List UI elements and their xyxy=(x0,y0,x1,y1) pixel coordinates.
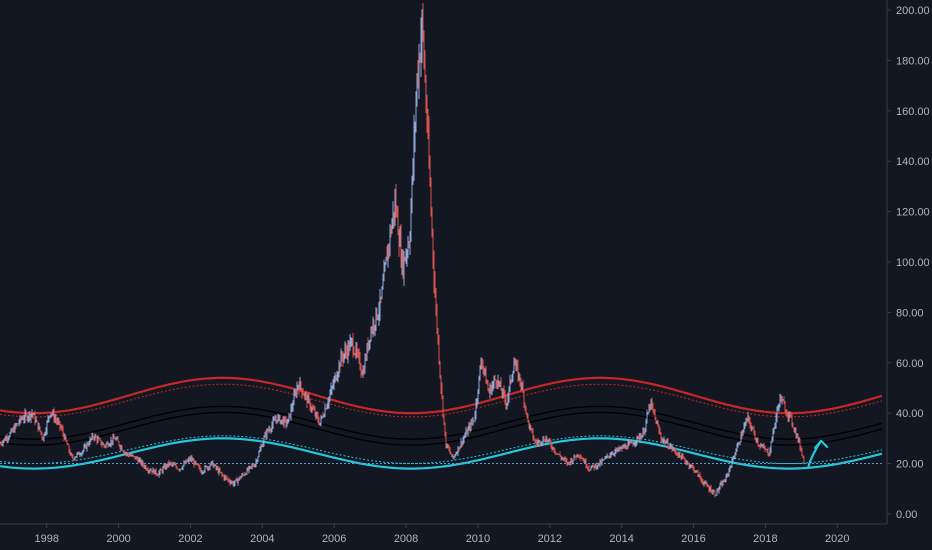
x-tick-label: 2000 xyxy=(106,533,130,545)
x-tick-label: 2014 xyxy=(609,533,633,545)
y-tick-label: 80.00 xyxy=(896,307,924,319)
middle-band-line-inner xyxy=(0,411,883,446)
price-series xyxy=(0,3,805,498)
x-tick-labels: 1998 2000 2002 2004 2006 2008 2010 2012 2014 2016… xyxy=(34,524,850,545)
upper-inner-band-line xyxy=(0,383,883,418)
upper-band-line xyxy=(0,376,883,415)
x-tick-label: 2006 xyxy=(322,533,346,545)
y-tick-label: 200.00 xyxy=(896,5,930,17)
x-tick-label: 2020 xyxy=(825,533,849,545)
y-tick-label: 60.00 xyxy=(896,358,924,370)
y-tick-label: 40.00 xyxy=(896,408,924,420)
annotations xyxy=(807,439,829,468)
x-tick-label: 2002 xyxy=(178,533,202,545)
x-tick-label: 2008 xyxy=(394,533,418,545)
y-tick-label: 120.00 xyxy=(896,207,930,219)
middle-band-line-outer xyxy=(0,405,883,440)
y-tick-label: 0.00 xyxy=(896,509,917,521)
x-tick-label: 2010 xyxy=(466,533,490,545)
x-tick-label: 1998 xyxy=(34,533,58,545)
x-tick-label: 2004 xyxy=(250,533,274,545)
arrow-head-icon xyxy=(814,439,829,449)
lower-band-line xyxy=(0,437,883,470)
y-tick-label: 180.00 xyxy=(896,55,930,67)
x-tick-label: 2016 xyxy=(681,533,705,545)
y-tick-label: 140.00 xyxy=(896,156,930,168)
y-tick-label: 20.00 xyxy=(896,459,924,471)
x-tick-label: 2018 xyxy=(753,533,777,545)
y-tick-labels: 200.00 180.00 160.00 140.00 120.00 100.00 80.0… xyxy=(887,5,930,521)
y-tick-label: 100.00 xyxy=(896,257,930,269)
x-tick-label: 2012 xyxy=(538,533,562,545)
y-tick-label: 160.00 xyxy=(896,106,930,118)
